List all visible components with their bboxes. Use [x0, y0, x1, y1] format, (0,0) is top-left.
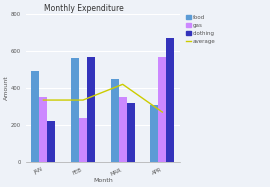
Bar: [71, 58, 79, 162]
Bar: [47, 121, 55, 162]
Text: Monthly Expenditure: Monthly Expenditure: [44, 4, 124, 13]
X-axis label: Month: Month: [93, 178, 113, 183]
Bar: [119, 97, 127, 162]
Y-axis label: Amount: Amount: [4, 76, 9, 100]
Bar: [111, 79, 119, 162]
Bar: [158, 56, 166, 162]
Bar: [39, 97, 47, 162]
Bar: [127, 103, 134, 162]
Bar: [150, 105, 158, 162]
Bar: [166, 38, 174, 162]
Legend: food, gas, clothing, average: food, gas, clothing, average: [184, 14, 217, 45]
Bar: [87, 56, 95, 162]
Bar: [79, 118, 87, 162]
Bar: [32, 71, 39, 162]
